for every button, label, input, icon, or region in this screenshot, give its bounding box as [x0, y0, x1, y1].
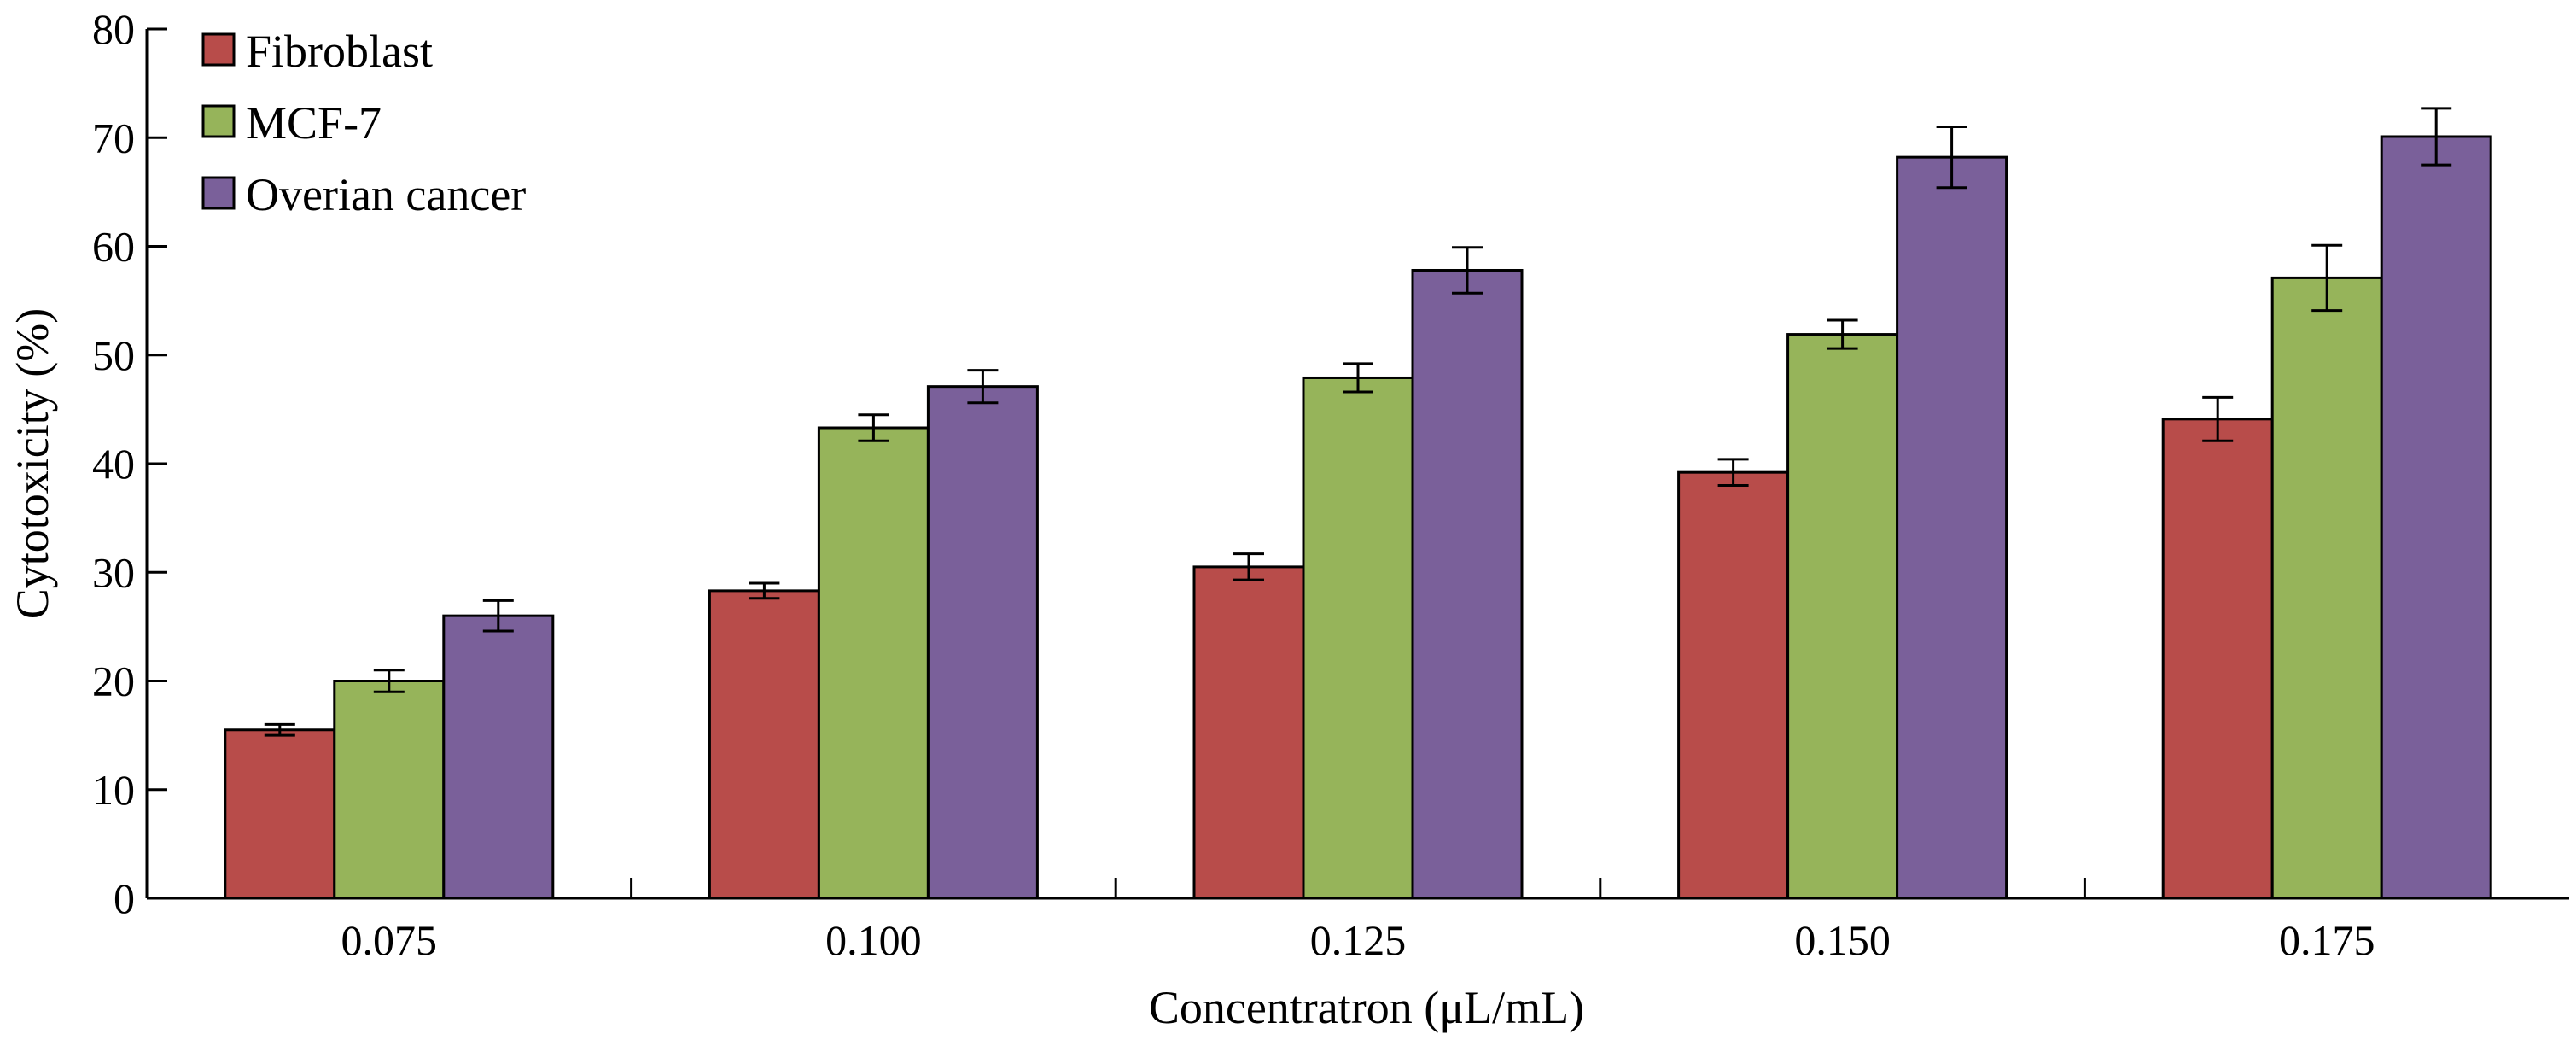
bar-1-2 — [708, 589, 820, 900]
error-bar-1-4 — [1717, 458, 1749, 487]
error-bar-3-4 — [1936, 126, 1967, 190]
y-tick-label-2: 20 — [92, 657, 135, 705]
error-bar-3-1 — [482, 599, 514, 633]
error-bar-2-1 — [373, 669, 405, 693]
bar-2-3 — [1302, 376, 1414, 900]
bar-1-3 — [1192, 565, 1305, 900]
x-axis-ticks: 0.075 0.100 0.125 0.150 0.175 — [341, 878, 2375, 964]
y-tick-label-1: 10 — [92, 766, 135, 814]
x-tick-label-3: 0.150 — [1794, 916, 1891, 964]
y-tick-label-8: 80 — [92, 5, 135, 53]
error-bar-3-2 — [967, 369, 999, 405]
bar-2-5 — [2270, 276, 2383, 900]
error-bar-1-2 — [749, 581, 780, 600]
error-bar-2-4 — [1827, 318, 1858, 350]
bar-3-2 — [926, 385, 1039, 900]
y-tick-label-4: 40 — [92, 440, 135, 488]
y-tick-label-3: 30 — [92, 548, 135, 596]
error-bar-1-5 — [2202, 395, 2234, 442]
bars — [224, 135, 2492, 900]
error-bars — [264, 107, 2452, 737]
error-bar-3-3 — [1452, 246, 1483, 295]
y-axis-ticks: 0 10 20 30 40 50 60 70 80 — [92, 5, 167, 922]
bar-3-4 — [1896, 155, 2008, 900]
bar-2-1 — [333, 680, 446, 900]
error-bar-1-3 — [1233, 552, 1264, 581]
error-bar-2-2 — [858, 413, 889, 442]
y-axis-title: Cytotoxicity (%) — [7, 308, 58, 619]
legend-label-3: Overian cancer — [246, 169, 526, 220]
y-tick-label-7: 70 — [92, 114, 135, 161]
legend-swatch-1 — [201, 32, 236, 67]
error-bar-2-3 — [1343, 362, 1373, 394]
bar-1-1 — [224, 728, 336, 900]
bar-3-3 — [1411, 268, 1524, 900]
y-tick-label-6: 60 — [92, 223, 135, 271]
error-bar-2-5 — [2311, 243, 2343, 313]
bar-1-4 — [1677, 470, 1790, 900]
bar-2-4 — [1786, 333, 1899, 900]
error-bar-3-5 — [2421, 107, 2452, 167]
x-tick-label-0: 0.075 — [341, 916, 438, 964]
legend-swatch-2 — [201, 104, 236, 138]
x-axis-title: Concentratron (μL/mL) — [1149, 982, 1584, 1033]
y-tick-label-5: 50 — [92, 331, 135, 379]
legend: Fibroblast MCF-7 Overian cancer — [201, 26, 526, 220]
bar-2-2 — [817, 426, 930, 900]
y-tick-label-0: 0 — [114, 874, 135, 922]
legend-label-1: Fibroblast — [246, 26, 433, 77]
bar-3-5 — [2380, 135, 2492, 900]
bar-1-5 — [2161, 418, 2274, 900]
bar-3-1 — [442, 614, 555, 900]
legend-label-2: MCF-7 — [246, 97, 382, 149]
x-tick-label-2: 0.125 — [1310, 916, 1407, 964]
error-bar-1-1 — [264, 722, 295, 737]
legend-swatch-3 — [201, 176, 236, 210]
x-tick-label-4: 0.175 — [2279, 916, 2375, 964]
x-tick-label-1: 0.100 — [825, 916, 922, 964]
